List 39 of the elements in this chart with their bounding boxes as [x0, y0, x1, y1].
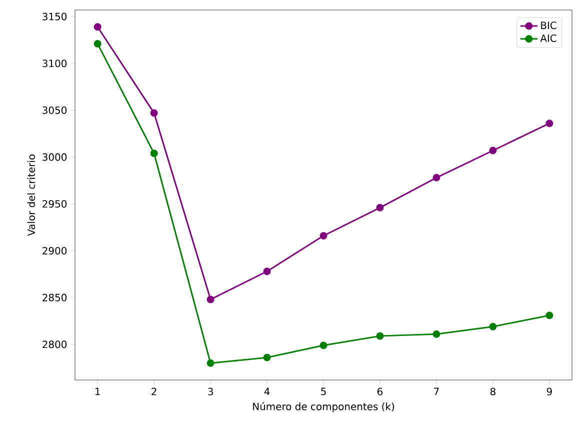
point [489, 322, 497, 330]
point [206, 296, 214, 304]
y-tick-label: 3150 [42, 12, 67, 20]
point [150, 109, 158, 117]
y-tick-label: 3100 [42, 60, 67, 68]
point [320, 232, 328, 240]
point [94, 40, 102, 48]
x-tick-label: 9 [546, 388, 552, 396]
y-tick-label: 3050 [42, 106, 67, 114]
y-tick-label: 2900 [42, 246, 67, 254]
x-tick-label: 7 [434, 388, 439, 396]
point [376, 332, 384, 340]
x-tick-label: 1 [96, 388, 100, 396]
point [432, 330, 440, 338]
point [546, 120, 554, 128]
y-tick-label: 3000 [42, 153, 67, 161]
x-axis-title: Número de componentes (k) [253, 402, 394, 412]
y-axis-title: Valor del criterio [27, 154, 36, 236]
point [489, 146, 497, 154]
point [320, 342, 328, 350]
point [546, 312, 554, 320]
x-tick-label: 4 [264, 388, 270, 396]
x-tick-label: 8 [490, 388, 496, 396]
x-tick-label: 5 [321, 388, 326, 396]
y-tick-label: 2800 [42, 340, 67, 348]
point [376, 204, 384, 212]
legend-label: BIC [541, 22, 556, 30]
x-tick-label: 3 [208, 388, 213, 396]
x-tick-label: 6 [378, 388, 383, 396]
y-tick-label: 2950 [42, 200, 67, 208]
x-tick-label: 2 [152, 388, 156, 396]
point [206, 359, 214, 367]
legend-label: AIC [540, 34, 556, 42]
point [150, 150, 158, 158]
point [432, 174, 440, 182]
y-tick-label: 2850 [42, 294, 67, 302]
point [263, 268, 271, 276]
point [263, 354, 271, 362]
point [94, 23, 102, 31]
